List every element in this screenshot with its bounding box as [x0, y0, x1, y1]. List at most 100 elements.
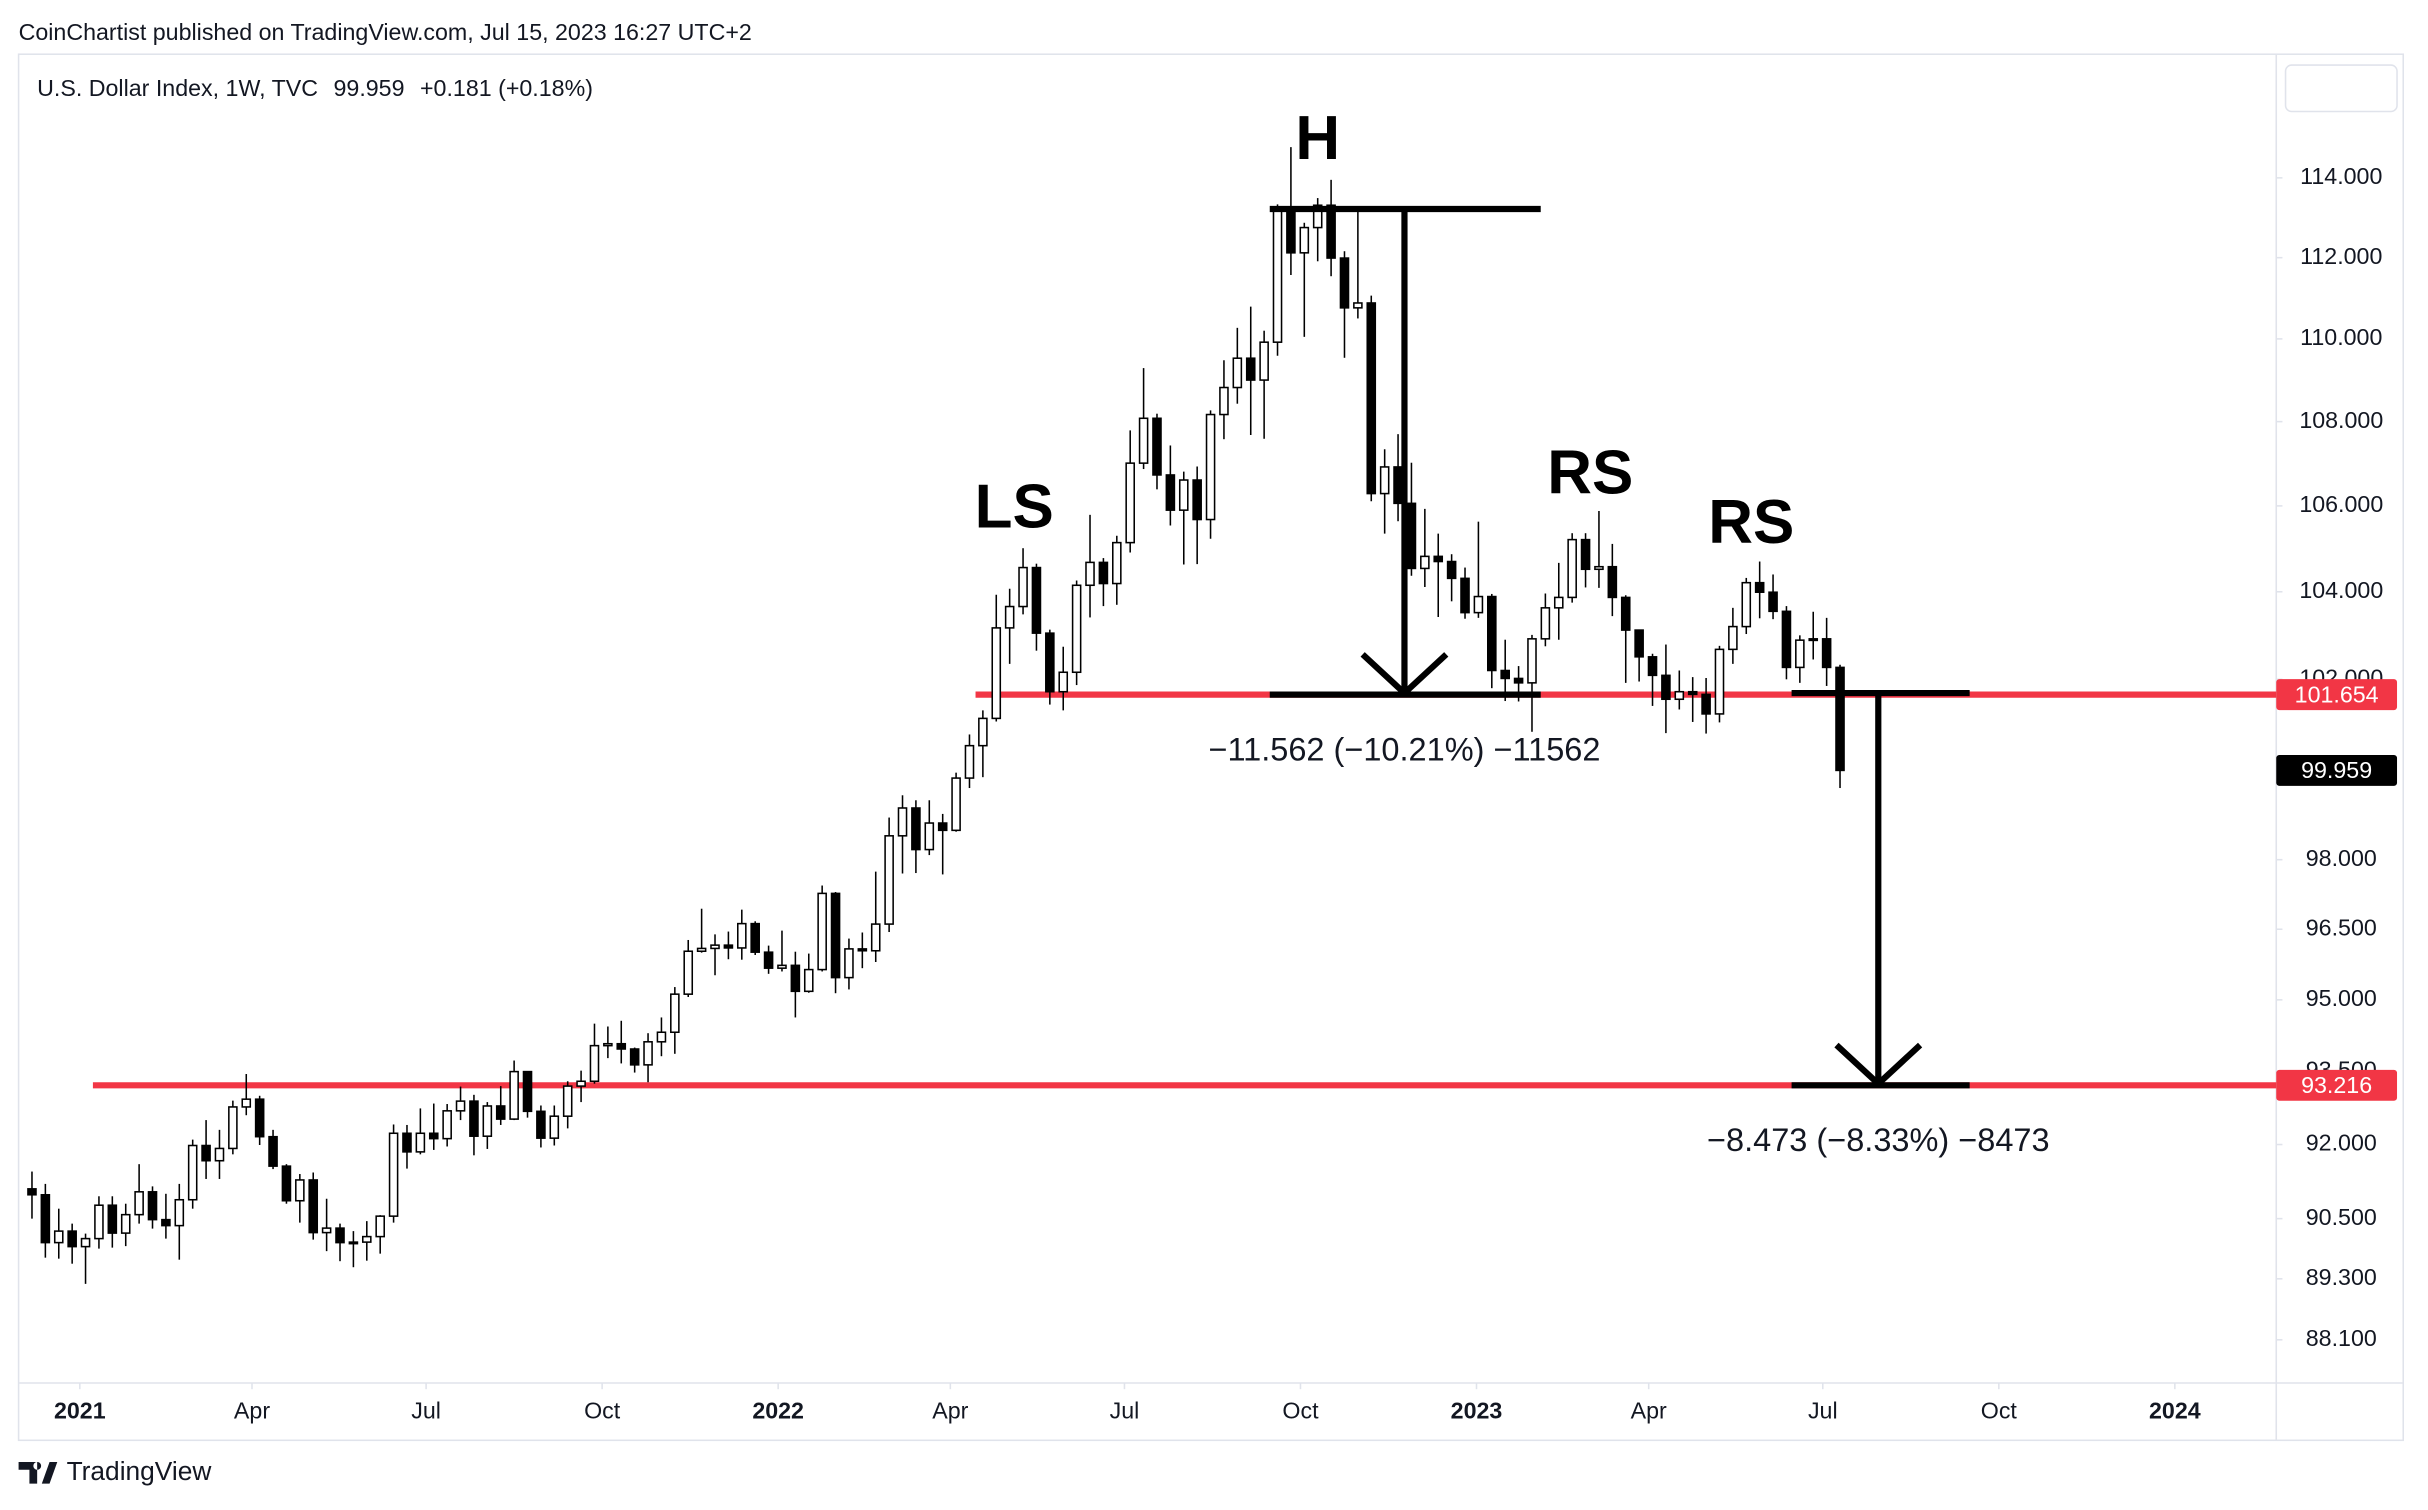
candle [1540, 593, 1551, 647]
candle-body [643, 1041, 653, 1066]
candle [281, 1164, 292, 1204]
candle [482, 1102, 493, 1149]
candle [1433, 533, 1444, 617]
candle [120, 1203, 131, 1247]
candle [1353, 211, 1363, 319]
candle-body [1808, 638, 1819, 642]
candle-body [495, 1105, 506, 1120]
candle [1272, 204, 1283, 356]
candle [361, 1221, 372, 1261]
measure-label: −11.562 (−10.21%) −11562 [1208, 732, 1600, 768]
candle-body [1219, 386, 1229, 416]
candle [870, 871, 881, 963]
candle-body [308, 1179, 319, 1234]
candle [1045, 629, 1055, 705]
candle-body [803, 968, 814, 993]
candle-body [1607, 565, 1618, 599]
candle-body [254, 1098, 265, 1138]
measurement: −11.562 (−10.21%) −11562 [1208, 205, 1600, 768]
candle [308, 1172, 319, 1240]
candle [335, 1223, 345, 1262]
candle [1687, 677, 1698, 722]
candle [924, 800, 935, 856]
candle [1728, 607, 1738, 664]
candle-body [281, 1165, 292, 1202]
candle [1741, 577, 1752, 635]
candle-body [978, 717, 988, 747]
candle-body [790, 964, 801, 993]
candle-body [1473, 595, 1484, 614]
candle [1714, 645, 1725, 723]
pattern-label: RS [1708, 488, 1794, 557]
candle [857, 932, 868, 969]
y-tick-label: 96.500 [2306, 914, 2377, 940]
axis-settings-box[interactable] [2284, 64, 2398, 113]
candle-body [1192, 479, 1202, 521]
last-price: 99.959 [334, 75, 405, 101]
candle [147, 1186, 158, 1229]
x-tick-label: 2021 [54, 1398, 106, 1424]
candle [830, 892, 841, 994]
x-tick-label: Oct [584, 1398, 621, 1424]
candle [1553, 562, 1564, 640]
candle [710, 934, 720, 976]
candle [254, 1095, 265, 1146]
candle [1781, 606, 1792, 680]
y-tick-label: 112.000 [2300, 243, 2382, 269]
candle-body [1795, 639, 1805, 669]
candle [1768, 574, 1778, 620]
candle [67, 1223, 77, 1264]
candle [522, 1070, 533, 1118]
candle [1607, 543, 1618, 617]
candle-body [1567, 538, 1577, 599]
candle [670, 987, 680, 1054]
candle [1004, 588, 1015, 664]
candle [1138, 368, 1149, 470]
candle [1808, 611, 1819, 660]
logo-icon [18, 1461, 58, 1484]
candle [428, 1103, 439, 1150]
candle-body [616, 1042, 627, 1050]
candle [562, 1081, 573, 1129]
candle-body [522, 1070, 533, 1113]
candle [1835, 664, 1845, 789]
candle [1379, 449, 1390, 534]
candle-body [536, 1110, 546, 1139]
candle-body [683, 950, 694, 995]
candle-body [951, 777, 961, 832]
candle-body [361, 1235, 372, 1243]
candle-body [214, 1147, 225, 1162]
arrow-head [1360, 652, 1449, 698]
candle [549, 1105, 560, 1146]
level-price-tag-bg [2276, 679, 2398, 711]
x-tick-label: 2023 [1451, 1398, 1503, 1424]
candle [348, 1231, 359, 1268]
candle [40, 1183, 51, 1258]
candle [388, 1124, 399, 1223]
candle [683, 939, 694, 998]
candle-body [723, 944, 734, 949]
candle-body [777, 964, 787, 969]
candle-body [1085, 561, 1095, 587]
candle [53, 1208, 64, 1259]
candle [1205, 410, 1216, 539]
candle-body [924, 822, 935, 851]
candle [897, 795, 908, 874]
candle-body [1674, 690, 1685, 701]
candle-body [1781, 610, 1792, 669]
footer-logo: TradingView [18, 1456, 212, 1486]
candle-body [1835, 666, 1845, 772]
candle [1661, 644, 1671, 734]
y-tick-label: 108.000 [2299, 407, 2383, 433]
candle [1192, 466, 1202, 565]
candle [214, 1129, 225, 1179]
y-tick-label: 88.100 [2306, 1325, 2377, 1351]
candle [1125, 430, 1135, 553]
candle [1058, 646, 1069, 711]
candle-body [415, 1132, 426, 1153]
candle [937, 813, 948, 875]
candle-body [1500, 669, 1510, 680]
candle-body [589, 1044, 600, 1083]
candle-body [1821, 638, 1832, 669]
